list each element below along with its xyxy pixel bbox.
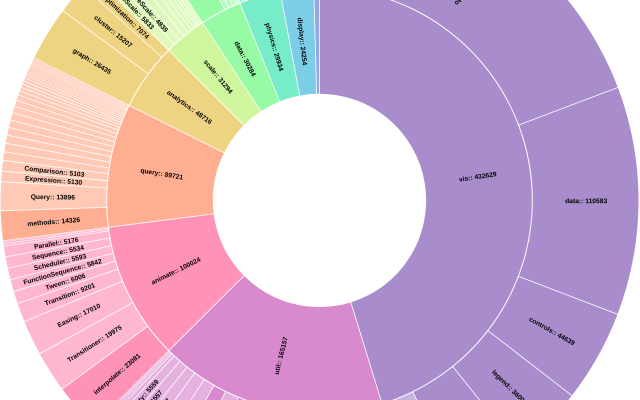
svg-text:Query:: 13896: Query:: 13896 [31,194,76,202]
svg-text:data:: 110583: data:: 110583 [565,198,607,205]
svg-text:Expression:: 5130: Expression:: 5130 [25,175,83,186]
svg-text:methods:: 14326: methods:: 14326 [27,217,80,228]
